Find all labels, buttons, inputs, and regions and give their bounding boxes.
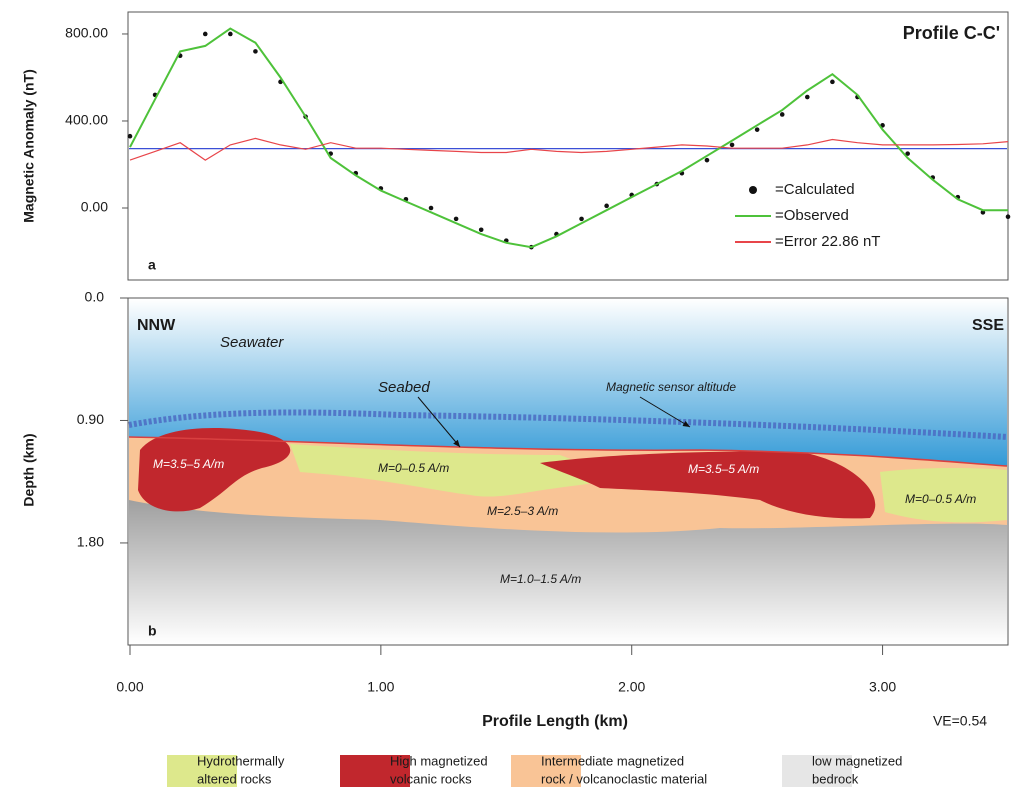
legend-label: =Error 22.86 nT	[775, 233, 880, 250]
data-line	[130, 29, 1008, 248]
y-axis-label: Magnetic Anomaly (nT)	[21, 69, 37, 223]
direction-label: SSE	[972, 317, 1004, 334]
annotation: M=0–0.5 A/m	[905, 492, 976, 506]
data-point	[429, 206, 434, 211]
legend-label: =Calculated	[775, 181, 855, 198]
annotation: Magnetic sensor altitude	[606, 380, 736, 394]
legend-label: bedrock	[812, 771, 859, 786]
data-point	[454, 217, 459, 222]
y-tick-label: 0.00	[81, 199, 108, 215]
data-point	[203, 32, 208, 37]
data-point	[479, 227, 484, 232]
annotation: Seawater	[220, 334, 284, 351]
legend-label: Hydrothermally	[197, 753, 285, 768]
panel-label: b	[148, 623, 157, 639]
annotation: M=0–0.5 A/m	[378, 461, 449, 475]
y-tick-label: 0.90	[77, 411, 104, 427]
y-tick-label: 400.00	[65, 112, 108, 128]
annotation: M=3.5–5 A/m	[688, 462, 759, 476]
data-point	[128, 134, 133, 139]
legend-label: volcanic rocks	[390, 771, 472, 786]
legend-label: rock / volcanoclastic material	[541, 771, 707, 786]
chart-title: Profile C-C'	[903, 23, 1000, 43]
y-tick-label: 1.80	[77, 534, 104, 550]
x-tick-label: 1.00	[367, 679, 394, 695]
legend-label: Intermediate magnetized	[541, 753, 684, 768]
data-line	[130, 138, 1008, 160]
data-point	[253, 49, 258, 54]
panel-label: a	[148, 257, 156, 273]
legend-label: low magnetized	[812, 753, 902, 768]
x-tick-label: 2.00	[618, 679, 645, 695]
legend-marker	[749, 186, 757, 194]
legend-label: High magnetized	[390, 753, 488, 768]
legend-label: altered rocks	[197, 771, 272, 786]
y-tick-label: 0.0	[85, 289, 105, 305]
page: {"chart_data": [ {"type": "line", "panel…	[0, 0, 1014, 789]
figure: Profile C-C' a b Magnetic Anomaly (nT) D…	[0, 0, 1014, 789]
data-point	[705, 158, 710, 163]
data-point	[755, 127, 760, 132]
annotation: M=1.0–1.5 A/m	[500, 572, 581, 586]
data-point	[780, 112, 785, 117]
data-point	[579, 217, 584, 222]
annotation: M=2.5–3 A/m	[487, 504, 558, 518]
data-point	[1006, 214, 1011, 219]
data-point	[730, 143, 735, 148]
x-tick-label: 3.00	[869, 679, 896, 695]
annotation: M=3.5–5 A/m	[153, 457, 224, 471]
data-point	[228, 32, 233, 37]
y-axis-label: Depth (km)	[21, 433, 37, 506]
ve-label: VE=0.54	[933, 713, 987, 729]
data-point	[604, 204, 609, 209]
x-tick-label: 0.00	[116, 679, 143, 695]
x-axis-label: Profile Length (km)	[482, 713, 628, 730]
y-tick-label: 800.00	[65, 25, 108, 41]
data-point	[805, 95, 810, 100]
annotation: Seabed	[378, 379, 430, 396]
data-point	[830, 80, 835, 85]
direction-label: NNW	[137, 317, 176, 334]
legend-label: =Observed	[775, 207, 849, 224]
